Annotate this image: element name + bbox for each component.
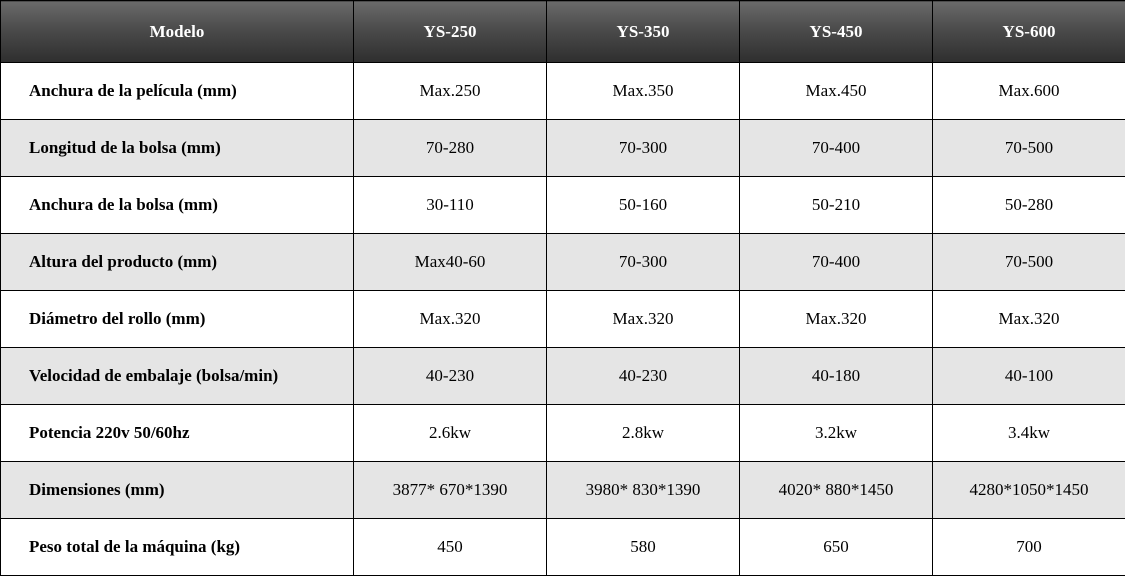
row-value: 450 xyxy=(354,519,547,576)
row-label: Dimensiones (mm) xyxy=(1,462,354,519)
row-value: Max.450 xyxy=(740,63,933,120)
row-value: 40-230 xyxy=(354,348,547,405)
row-label: Velocidad de embalaje (bolsa/min) xyxy=(1,348,354,405)
row-value: 3877* 670*1390 xyxy=(354,462,547,519)
row-value: 50-210 xyxy=(740,177,933,234)
row-value: 3.4kw xyxy=(933,405,1125,462)
header-model-2: YS-450 xyxy=(740,1,933,63)
row-value: Max.600 xyxy=(933,63,1125,120)
row-value: 40-100 xyxy=(933,348,1125,405)
row-label: Peso total de la máquina (kg) xyxy=(1,519,354,576)
table-row: Anchura de la película (mm) Max.250 Max.… xyxy=(1,63,1125,120)
row-value: Max.320 xyxy=(933,291,1125,348)
row-value: Max.320 xyxy=(354,291,547,348)
row-value: Max40-60 xyxy=(354,234,547,291)
row-label: Longitud de la bolsa (mm) xyxy=(1,120,354,177)
row-value: 70-300 xyxy=(547,120,740,177)
row-value: 650 xyxy=(740,519,933,576)
header-model-3: YS-600 xyxy=(933,1,1125,63)
row-label: Anchura de la película (mm) xyxy=(1,63,354,120)
row-value: 70-500 xyxy=(933,234,1125,291)
row-value: 70-400 xyxy=(740,234,933,291)
header-label: Modelo xyxy=(1,1,354,63)
row-value: 70-280 xyxy=(354,120,547,177)
row-value: 70-400 xyxy=(740,120,933,177)
table-row: Anchura de la bolsa (mm) 30-110 50-160 5… xyxy=(1,177,1125,234)
row-value: 3.2kw xyxy=(740,405,933,462)
table-row: Diámetro del rollo (mm) Max.320 Max.320 … xyxy=(1,291,1125,348)
table-row: Potencia 220v 50/60hz 2.6kw 2.8kw 3.2kw … xyxy=(1,405,1125,462)
row-value: 50-280 xyxy=(933,177,1125,234)
table-header: Modelo YS-250 YS-350 YS-450 YS-600 xyxy=(1,1,1125,63)
row-label: Potencia 220v 50/60hz xyxy=(1,405,354,462)
row-value: Max.320 xyxy=(740,291,933,348)
row-value: 580 xyxy=(547,519,740,576)
row-label: Altura del producto (mm) xyxy=(1,234,354,291)
row-value: 2.6kw xyxy=(354,405,547,462)
row-value: 4020* 880*1450 xyxy=(740,462,933,519)
row-value: 2.8kw xyxy=(547,405,740,462)
table-row: Peso total de la máquina (kg) 450 580 65… xyxy=(1,519,1125,576)
header-model-1: YS-350 xyxy=(547,1,740,63)
header-model-0: YS-250 xyxy=(354,1,547,63)
row-value: Max.250 xyxy=(354,63,547,120)
row-value: 50-160 xyxy=(547,177,740,234)
row-value: Max.350 xyxy=(547,63,740,120)
row-value: 30-110 xyxy=(354,177,547,234)
row-value: Max.320 xyxy=(547,291,740,348)
row-value: 70-300 xyxy=(547,234,740,291)
table-body: Anchura de la película (mm) Max.250 Max.… xyxy=(1,63,1125,576)
table-row: Altura del producto (mm) Max40-60 70-300… xyxy=(1,234,1125,291)
row-value: 40-230 xyxy=(547,348,740,405)
row-value: 70-500 xyxy=(933,120,1125,177)
row-value: 4280*1050*1450 xyxy=(933,462,1125,519)
table-row: Dimensiones (mm) 3877* 670*1390 3980* 83… xyxy=(1,462,1125,519)
row-value: 3980* 830*1390 xyxy=(547,462,740,519)
row-value: 40-180 xyxy=(740,348,933,405)
row-value: 700 xyxy=(933,519,1125,576)
row-label: Anchura de la bolsa (mm) xyxy=(1,177,354,234)
spec-table: Modelo YS-250 YS-350 YS-450 YS-600 Anchu… xyxy=(0,0,1125,576)
table-row: Longitud de la bolsa (mm) 70-280 70-300 … xyxy=(1,120,1125,177)
table-row: Velocidad de embalaje (bolsa/min) 40-230… xyxy=(1,348,1125,405)
row-label: Diámetro del rollo (mm) xyxy=(1,291,354,348)
